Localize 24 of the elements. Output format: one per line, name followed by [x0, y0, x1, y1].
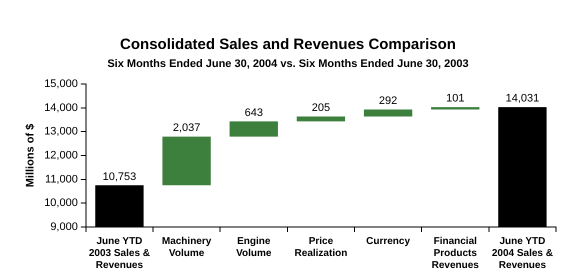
x-tick-label: Machinery Volume	[162, 236, 212, 259]
data-label: 205	[312, 102, 330, 114]
chart-title: Consolidated Sales and Revenues Comparison	[119, 36, 457, 53]
x-tick-label: Price Realization	[294, 236, 348, 259]
data-label: 101	[446, 92, 464, 105]
data-label: 2,037	[172, 122, 200, 134]
y-axis-title: Millions of $	[24, 124, 37, 188]
y-tick-label: 13,000	[44, 126, 78, 138]
x-tick-label: Engine Volume	[236, 236, 272, 259]
y-tick-label: 14,000	[44, 102, 78, 114]
y-tick-label: 9,000	[50, 221, 78, 234]
x-tick-label: Financial Products Revenues	[432, 236, 480, 271]
data-label: 292	[378, 95, 398, 108]
data-label: 14,031	[506, 92, 540, 105]
x-tick-label: June YTD 2003 Sales & Revenues	[88, 236, 150, 271]
x-tick-label: Currency	[366, 236, 410, 247]
y-tick-label: 12,000	[44, 150, 78, 162]
y-tick-label: 10,000	[44, 197, 78, 210]
data-label: 10,753	[102, 170, 136, 183]
y-tick-label: 15,000	[44, 78, 78, 90]
chart-subtitle: Six Months Ended June 30, 2004 vs. Six Months Ended June 30, 2003	[106, 58, 470, 70]
data-label: 643	[244, 106, 263, 119]
x-tick-label: June YTD 2004 Sales & Revenues	[492, 236, 554, 271]
y-tick-label: 11,000	[45, 173, 78, 186]
